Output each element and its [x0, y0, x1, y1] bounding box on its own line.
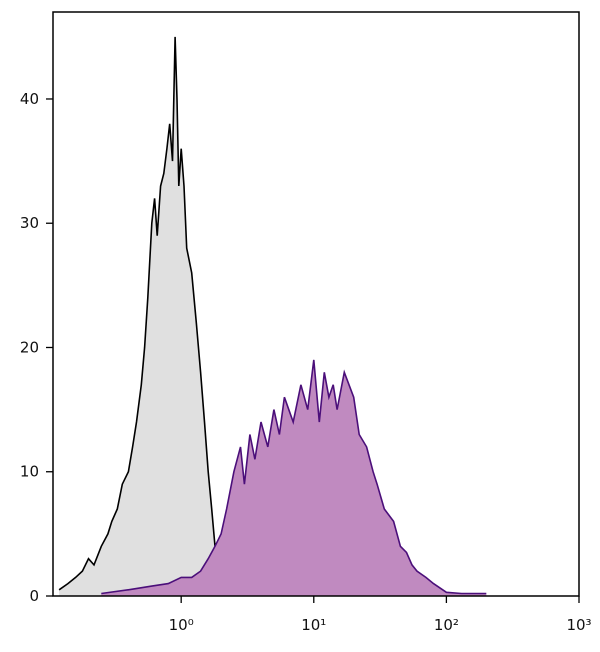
- y-tick-label: 30: [20, 214, 39, 232]
- y-tick-label: 20: [20, 338, 39, 356]
- x-tick-label: 10⁰: [169, 616, 194, 634]
- plot-frame: [52, 11, 580, 597]
- histogram-line: [58, 36, 235, 593]
- y-tick-label: 0: [29, 587, 39, 605]
- y-tick-label: 40: [20, 90, 39, 108]
- histogram-fill: [59, 36, 234, 596]
- y-tick-label: 10: [20, 463, 39, 481]
- x-tick-label: 10¹: [301, 616, 326, 634]
- x-tick-label: 10²: [434, 616, 459, 634]
- x-tick-label: 10³: [566, 616, 591, 634]
- histogram-line: [101, 359, 487, 595]
- histogram-fill: [101, 359, 487, 596]
- plot-area: [58, 36, 487, 596]
